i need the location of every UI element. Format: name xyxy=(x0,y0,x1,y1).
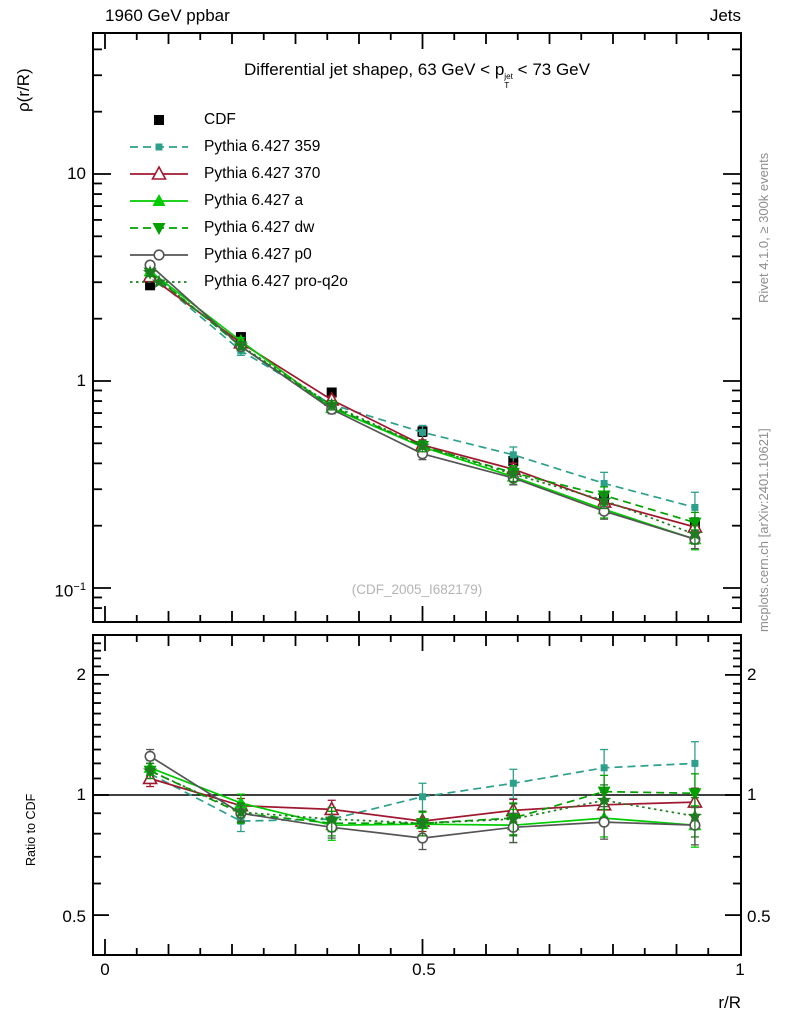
legend-label: Pythia 6.427 370 xyxy=(204,164,321,182)
main-ytick-10: 10 xyxy=(67,164,86,183)
main-ytick-1: 1 xyxy=(76,371,86,390)
legend-marker-359-icon xyxy=(130,143,188,150)
legend-marker-370-icon xyxy=(130,164,188,180)
mcplots-arxiv-note: mcplots.cern.ch [arXiv:2401.10621] xyxy=(756,428,771,632)
legend-item-pythia-pro-q2o: Pythia 6.427 pro-q2o xyxy=(128,268,348,295)
legend-item-pythia-359: Pythia 6.427 359 xyxy=(128,133,348,160)
legend-marker-a-icon xyxy=(130,193,188,206)
xtick-1: 1 xyxy=(735,960,745,979)
ratio-ytick-left-1: 1 xyxy=(76,785,86,804)
legend-marker-dw-icon xyxy=(130,222,188,235)
xtick-0p5: 0.5 xyxy=(412,960,436,979)
legend-item-pythia-370: Pythia 6.427 370 xyxy=(128,160,348,187)
rivet-version-note: Rivet 4.1.0, ≥ 300k events xyxy=(756,152,771,303)
pt-jet-subscript: jet T xyxy=(504,72,513,91)
ratio-ytick-right-0p5: 0.5 xyxy=(747,907,771,926)
main-y-axis-label: ρ(r/R) xyxy=(14,68,33,112)
legend-label: Pythia 6.427 359 xyxy=(204,137,321,155)
plot-title: Differential jet shapeρ, 63 GeV < p jet T … xyxy=(244,60,590,91)
ratio-ytick-left-0p5: 0.5 xyxy=(62,907,86,926)
legend-item-cdf: CDF xyxy=(128,106,348,133)
x-axis-label: r/R xyxy=(718,993,741,1012)
beam-energy-label: 1960 GeV ppbar xyxy=(105,6,230,25)
legend-marker-p0-icon xyxy=(130,248,188,261)
ratio-ytick-left-2: 2 xyxy=(76,665,86,684)
legend-marker-cdf-icon xyxy=(154,114,164,125)
legend-item-pythia-dw: Pythia 6.427 dw xyxy=(128,214,348,241)
ratio-y-axis-label: Ratio to CDF xyxy=(24,793,38,866)
analysis-group-label: Jets xyxy=(709,6,741,25)
plot-title-text: Differential jet shapeρ, 63 GeV < p xyxy=(244,60,505,79)
legend-label: CDF xyxy=(204,110,236,128)
main-ytick-0p1: 10−1 xyxy=(54,581,86,601)
legend-item-pythia-p0: Pythia 6.427 p0 xyxy=(128,241,348,268)
legend-label: Pythia 6.427 p0 xyxy=(204,245,312,263)
ratio-ytick-right-1: 1 xyxy=(747,785,757,804)
legend-label: Pythia 6.427 a xyxy=(204,191,304,209)
legend-label: Pythia 6.427 dw xyxy=(204,218,315,236)
ratio-ytick-right-2: 2 xyxy=(747,665,757,684)
analysis-id-watermark: (CDF_2005_I682179) xyxy=(351,582,483,597)
legend-label: Pythia 6.427 pro-q2o xyxy=(204,272,348,290)
legend-marker-pro-q2o-icon xyxy=(130,274,188,288)
xtick-0: 0 xyxy=(100,960,110,979)
legend: CDF Pythia 6.427 359 Pythia 6.427 370 Py… xyxy=(128,106,348,295)
legend-item-pythia-a: Pythia 6.427 a xyxy=(128,187,348,214)
